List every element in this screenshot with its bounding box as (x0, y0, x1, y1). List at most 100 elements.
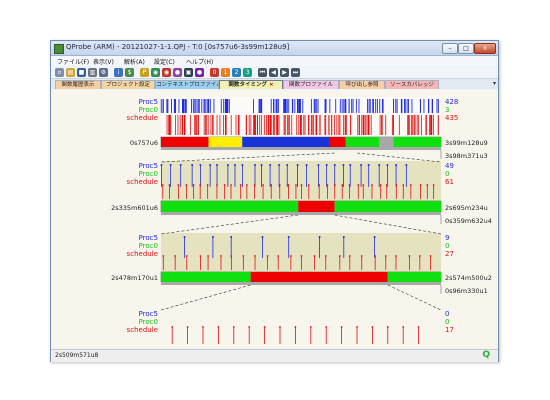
state-segment (334, 201, 441, 212)
marker-2-icon[interactable]: 2 (232, 68, 241, 77)
print-icon[interactable]: ▥ (88, 68, 97, 77)
capture-icon[interactable]: ◉ (162, 68, 171, 77)
schedule-event-dot (270, 184, 273, 186)
new-file-icon[interactable]: ▫ (55, 68, 64, 77)
proc5-event-dot (211, 236, 214, 238)
tab-1[interactable]: プロジェクト設定 (101, 80, 155, 89)
function-timing-chart[interactable]: Proc5 428 Proc0 3 schedule 435 0s757u6 3s99m128… (51, 90, 498, 348)
tab-2[interactable]: コンテキストプロファイル (155, 80, 219, 89)
schedule-event-dot (185, 184, 188, 186)
tab-3[interactable]: 関数タイミング × (219, 80, 283, 89)
schedule-event-dot (313, 255, 316, 257)
row-label-proc0: Proc0 (139, 242, 158, 250)
maximize-button[interactable]: □ (458, 43, 474, 54)
proc5-event-dot (183, 236, 186, 238)
schedule-event-dot (294, 326, 297, 328)
prev-icon[interactable]: ◀ (269, 68, 278, 77)
menu-settings[interactable]: 設定(C) (154, 59, 175, 66)
info-icon[interactable]: i (114, 68, 123, 77)
schedule-event-dot (295, 184, 297, 186)
schedule-event-dot (409, 184, 412, 186)
menu-file[interactable]: ファイル(F) (57, 59, 90, 66)
schedule-event-dot (333, 184, 336, 186)
minimize-button[interactable]: – (442, 43, 458, 54)
zoom-guide-left (160, 284, 251, 311)
next-icon[interactable]: ▶ (280, 68, 289, 77)
status-bar: 2s509m571u8 Q (51, 349, 498, 362)
gear-icon[interactable]: ⚙ (99, 68, 108, 77)
tab-bar: ▾ 関数履歴表示 プロジェクト設定 コンテキストプロファイル 関数タイミング × 関数プロ… (51, 79, 498, 89)
qprobe-status-icon: Q (482, 350, 490, 360)
schedule-event-dot (263, 326, 266, 328)
record-icon[interactable]: ● (173, 68, 182, 77)
menu-view[interactable]: 表示(V) (93, 59, 114, 66)
proc5-event-dot (286, 164, 289, 166)
tab-0[interactable]: 関数履歴表示 (55, 80, 101, 89)
zoom-guide-left (160, 214, 299, 235)
close-button[interactable]: × (474, 43, 496, 54)
schedule-event-dot (395, 184, 398, 186)
tab-6[interactable]: ソースカバレッジ (385, 80, 439, 89)
schedule-event-dot (408, 255, 411, 257)
schedule-event-dot (174, 255, 177, 257)
tab-label: 関数履歴表示 (61, 82, 95, 88)
proc5-event-dot (179, 164, 182, 166)
row-count-proc5: 9 (445, 234, 449, 242)
window-title: QProbe (ARM) - 20121027-1-1.QPJ - T:0 [0… (66, 43, 290, 51)
schedule-event-dot (356, 326, 358, 328)
proc5-event-dot (325, 164, 328, 166)
last-icon[interactable]: ⏭ (291, 68, 300, 77)
state-segment (298, 201, 335, 212)
state-segment (393, 137, 441, 147)
schedule-event-dot (192, 184, 195, 186)
schedule-event-dot (402, 184, 405, 186)
schedule-event-dot (386, 326, 389, 328)
tab-close-icon[interactable]: × (268, 82, 274, 88)
profile-icon[interactable]: ◉ (151, 68, 160, 77)
timing-view: Proc5 428 Proc0 3 schedule 435 0s757u6 3s99m128… (51, 90, 498, 348)
row-count-schedule: 27 (445, 250, 454, 258)
marker-0-icon[interactable]: 0 (210, 68, 219, 77)
proc5-event-dot (333, 164, 336, 166)
schedule-event-dot (266, 255, 269, 257)
marker-1-icon[interactable]: 1 (221, 68, 230, 77)
proc5-event-dot (373, 236, 376, 238)
zoom-guide-right (387, 284, 442, 311)
state-baseline (161, 212, 441, 215)
schedule-event-dot (279, 326, 281, 328)
dollar-icon[interactable]: $ (125, 68, 134, 77)
proc5-event-dot (318, 236, 321, 238)
row-count-proc5: 49 (445, 162, 454, 170)
state-segment (387, 272, 441, 282)
row-label-proc5: Proc5 (139, 98, 158, 106)
row-count-proc0: 0 (445, 242, 449, 250)
proc5-event-dot (230, 236, 233, 238)
open-folder-icon[interactable]: ▤ (66, 68, 75, 77)
stop-icon[interactable]: ● (195, 68, 204, 77)
schedule-event-dot (432, 184, 435, 186)
proc5-event-dot (349, 164, 352, 166)
tab-4[interactable]: 関数プロファイル (283, 80, 339, 89)
tab-overflow-icon[interactable]: ▾ (492, 80, 496, 87)
marker-3-icon[interactable]: 3 (243, 68, 252, 77)
schedule-event-dot (362, 184, 365, 186)
schedule-event-dot (230, 184, 232, 186)
proc5-event-dot (296, 164, 299, 166)
p-icon[interactable]: P (140, 68, 149, 77)
save-icon[interactable]: ■ (77, 68, 86, 77)
title-bar[interactable]: QProbe (ARM) - 20121027-1-1.QPJ - T:0 [0… (51, 41, 498, 56)
proc5-event-dot (342, 164, 345, 166)
schedule-event-dot (289, 255, 292, 257)
menu-help[interactable]: ヘルプ(H) (186, 59, 214, 66)
tab-5[interactable]: 呼び出し参照 (339, 80, 385, 89)
chart-icon[interactable]: ▣ (184, 68, 193, 77)
app-window: QProbe (ARM) - 20121027-1-1.QPJ - T:0 [0… (50, 40, 499, 362)
proc5-event-dot (199, 164, 202, 166)
proc5-event-dot (169, 164, 172, 166)
tab-label: 呼び出し参照 (345, 82, 379, 88)
state-segment (329, 137, 346, 147)
menu-analyze[interactable]: 解析(A) (124, 59, 145, 66)
state-segment (208, 137, 243, 147)
schedule-event-dot (385, 184, 388, 186)
first-icon[interactable]: ⏮ (258, 68, 267, 77)
